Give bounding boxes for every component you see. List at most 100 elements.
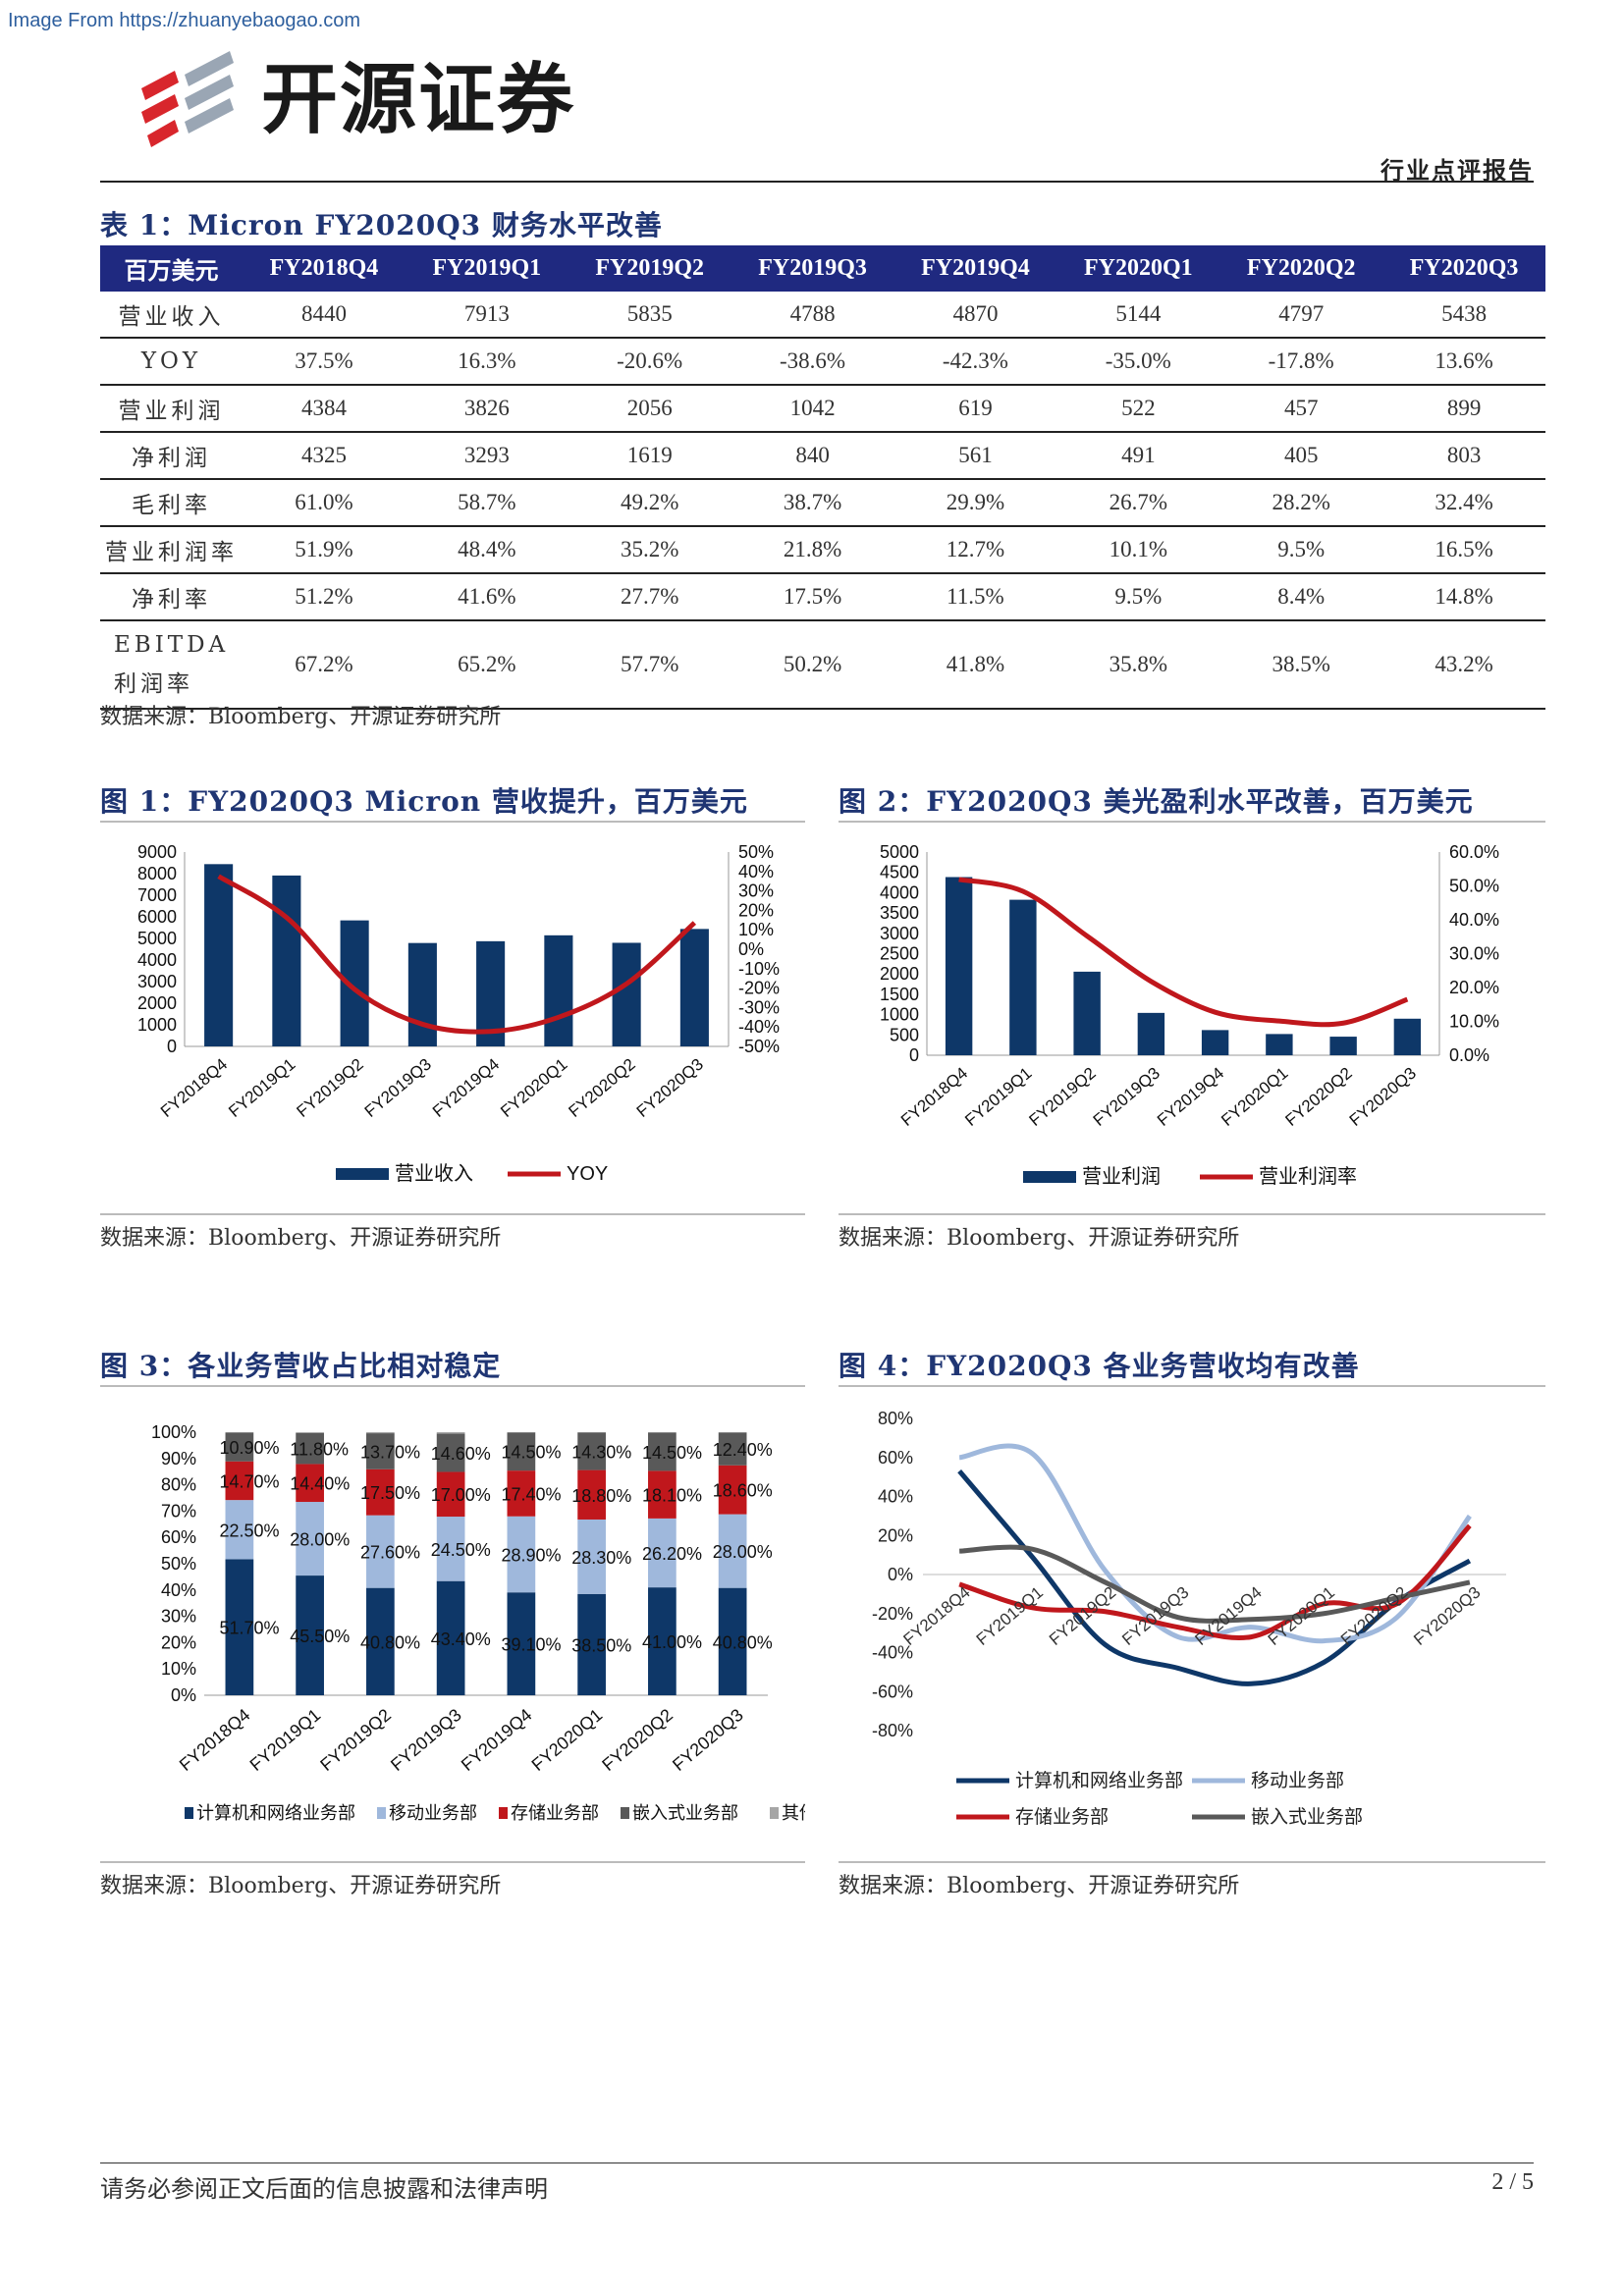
- data-label: 17.50%: [360, 1483, 420, 1503]
- stacked-segment: [366, 1433, 395, 1469]
- table-cell: 58.7%: [405, 479, 568, 527]
- figure-4-source: 数据来源：Bloomberg、开源证券研究所: [839, 1874, 1240, 1898]
- table-row: YOY 37.5% 16.3% -20.6% -38.6% -42.3% -35.0% -17…: [100, 338, 1545, 386]
- row-label: YOY: [100, 338, 243, 386]
- stacked-segment: [296, 1464, 324, 1503]
- data-label: 45.50%: [290, 1627, 350, 1646]
- data-label: 40.80%: [713, 1632, 773, 1652]
- legend-swatch-bar: [336, 1168, 389, 1180]
- y2-tick-label: -20%: [738, 979, 780, 998]
- figure-3-bottom-rule: [100, 1861, 805, 1863]
- stacked-segment: [718, 1432, 747, 1433]
- figure-1-bottom-rule: [100, 1213, 805, 1215]
- data-label: 18.60%: [713, 1481, 773, 1501]
- table-header-cell: FY2019Q1: [405, 245, 568, 292]
- series-line: [958, 1443, 1472, 1644]
- y-tick-label: 7000: [137, 885, 177, 905]
- y-tick-label: -40%: [872, 1643, 913, 1663]
- table-cell: 43.2%: [1382, 620, 1545, 710]
- table-cell: 37.5%: [243, 338, 406, 386]
- legend-label: 计算机和网络业务部: [196, 1803, 355, 1823]
- stacked-segment: [436, 1432, 465, 1434]
- bar: [679, 929, 709, 1046]
- y-tick-label: 40%: [878, 1487, 913, 1507]
- table-cell: -42.3%: [893, 338, 1057, 386]
- source-url[interactable]: Image From https://zhuanyebaogao.com: [8, 10, 361, 31]
- stacked-segment: [225, 1461, 254, 1501]
- stacked-segment: [577, 1469, 606, 1520]
- y-tick-label: 1000: [137, 1015, 177, 1035]
- series-line: [958, 1544, 1471, 1624]
- data-label: 51.70%: [220, 1619, 280, 1638]
- stacked-segment: [507, 1432, 536, 1471]
- stacked-segment: [577, 1432, 606, 1470]
- y2-tick-label: 20%: [738, 900, 774, 920]
- row-label: 营业收入: [100, 292, 243, 339]
- x-tick-label: FY2019Q1: [961, 1064, 1035, 1130]
- y2-tick-label: -30%: [738, 997, 780, 1017]
- figure-3-title-rule: [100, 1385, 805, 1387]
- stacked-segment: [577, 1593, 606, 1695]
- x-tick-label: FY2018Q4: [157, 1055, 231, 1121]
- table-header-cell: FY2019Q2: [568, 245, 731, 292]
- table-cell: 1619: [568, 432, 731, 480]
- table-cell: 27.7%: [568, 573, 731, 621]
- stacked-segment: [648, 1518, 677, 1588]
- table-row: EBITDA 利润率 67.2% 65.2% 57.7% 50.2% 41.8% 35.8%…: [100, 620, 1545, 710]
- table-row: 毛利率 61.0% 58.7% 49.2% 38.7% 29.9% 26.7% 28.2% 32…: [100, 479, 1545, 527]
- y-tick-label: 80%: [161, 1475, 196, 1495]
- table-header-cell: FY2020Q3: [1382, 245, 1545, 292]
- figure-1-title-rule: [100, 821, 805, 823]
- stacked-segment: [296, 1575, 324, 1695]
- legend-label: 移动业务部: [1251, 1770, 1344, 1791]
- stacked-segment: [225, 1500, 254, 1560]
- x-tick-label: FY2018Q4: [176, 1705, 254, 1775]
- stacked-segment: [366, 1432, 395, 1434]
- data-label: 14.60%: [431, 1444, 491, 1464]
- figure-2-source: 数据来源：Bloomberg、开源证券研究所: [839, 1226, 1240, 1251]
- legend-label: 存储业务部: [511, 1803, 599, 1823]
- table-cell: 4384: [243, 385, 406, 433]
- data-label: 39.10%: [502, 1635, 562, 1655]
- y-tick-label: 80%: [878, 1409, 913, 1428]
- table-cell: 26.7%: [1056, 479, 1220, 527]
- table-header-cell: FY2020Q1: [1056, 245, 1220, 292]
- stacked-segment: [718, 1587, 747, 1695]
- y-tick-label: 60%: [878, 1448, 913, 1468]
- header-divider: [100, 181, 1534, 183]
- brand-name: 开源证券: [261, 56, 576, 144]
- figure-1-source: 数据来源：Bloomberg、开源证券研究所: [100, 1226, 502, 1251]
- series-line: [217, 874, 697, 1035]
- legend-label: 嵌入式业务部: [632, 1803, 738, 1823]
- data-label: 28.00%: [713, 1542, 773, 1562]
- y-tick-label: 0%: [888, 1565, 913, 1584]
- figure-2-chart: 5000450040003500300025002000150010005000…: [880, 842, 1499, 1188]
- y-tick-label: 4500: [880, 863, 919, 882]
- y-tick-label: 60%: [161, 1527, 196, 1547]
- table-cell: 405: [1219, 432, 1383, 480]
- y-tick-label: 90%: [161, 1449, 196, 1468]
- table-cell: -38.6%: [731, 338, 894, 386]
- table-cell: 9.5%: [1056, 573, 1220, 621]
- table-header-row: 百万美元 FY2018Q4 FY2019Q1 FY2019Q2 FY2019Q3…: [100, 245, 1545, 292]
- x-tick-label: FY2020Q1: [1218, 1064, 1291, 1130]
- page-number: 2 / 5: [1491, 2169, 1534, 2195]
- y2-tick-label: 10%: [738, 920, 774, 939]
- y2-tick-label: -10%: [738, 959, 780, 979]
- y-tick-label: 3500: [880, 903, 919, 923]
- figure-3-title: 图 3：各业务营收占比相对稳定: [100, 1350, 502, 1382]
- table-cell: 561: [893, 432, 1057, 480]
- y-tick-label: 2500: [880, 944, 919, 964]
- y-tick-label: 30%: [161, 1607, 196, 1627]
- legend-label: 移动业务部: [389, 1803, 477, 1823]
- x-tick-label: FY2019Q3: [1090, 1064, 1164, 1130]
- table-cell: 899: [1382, 385, 1545, 433]
- x-tick-label: FY2019Q2: [1025, 1064, 1099, 1130]
- data-label: 17.40%: [502, 1484, 562, 1504]
- y-tick-label: 1000: [880, 1005, 919, 1025]
- y-tick-label: 3000: [880, 924, 919, 943]
- stacked-segment: [296, 1502, 324, 1576]
- table-cell: 4797: [1219, 292, 1383, 339]
- bar: [612, 942, 641, 1046]
- table-cell: 5144: [1056, 292, 1220, 339]
